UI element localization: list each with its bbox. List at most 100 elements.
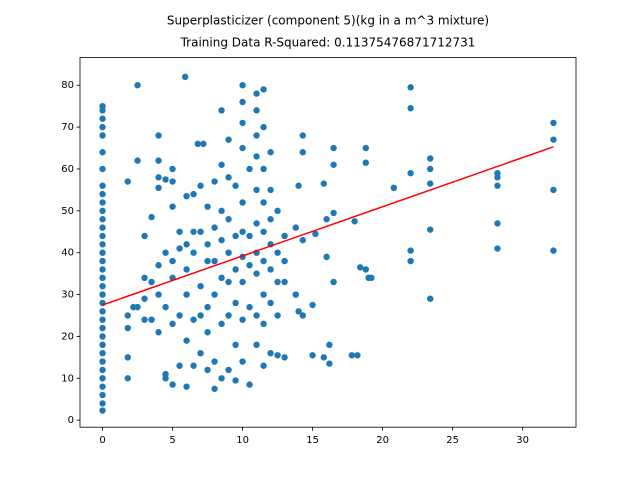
point — [407, 247, 414, 254]
point — [312, 230, 319, 238]
point — [99, 123, 106, 131]
point — [99, 266, 106, 273]
point — [494, 245, 501, 252]
point — [99, 316, 106, 323]
point — [141, 295, 148, 302]
point — [407, 105, 414, 112]
point — [99, 257, 106, 265]
point — [169, 203, 176, 210]
point — [232, 299, 239, 307]
point — [99, 282, 106, 290]
point — [134, 82, 141, 89]
point — [225, 249, 232, 256]
point — [292, 291, 299, 298]
point — [267, 149, 274, 156]
point — [218, 207, 225, 215]
point — [550, 247, 557, 254]
point — [407, 169, 414, 177]
point — [204, 257, 211, 265]
point — [427, 155, 434, 162]
point — [155, 329, 162, 336]
chart-title: Superplasticizer (component 5)(kg in a m… — [167, 14, 489, 28]
point — [232, 266, 239, 273]
point — [99, 241, 106, 248]
point — [550, 186, 557, 194]
point — [295, 182, 302, 189]
point — [267, 299, 274, 307]
point — [162, 249, 169, 256]
point — [218, 236, 225, 244]
y-tick-label: 0 — [68, 415, 74, 426]
point — [134, 157, 141, 164]
point — [232, 377, 239, 384]
point — [323, 216, 330, 223]
point — [176, 228, 183, 235]
fit-line — [102, 146, 554, 306]
point — [326, 341, 333, 349]
point — [299, 149, 306, 156]
point — [267, 186, 274, 194]
point — [239, 144, 246, 152]
point — [204, 303, 211, 311]
x-tick-label: 20 — [376, 435, 389, 446]
point — [148, 278, 155, 286]
point — [253, 341, 260, 349]
point — [197, 182, 204, 189]
point — [99, 216, 106, 223]
point — [169, 381, 176, 388]
point — [124, 312, 131, 319]
point — [176, 312, 183, 319]
point — [427, 295, 434, 302]
point — [309, 352, 316, 359]
x-tick-label: 25 — [446, 435, 459, 446]
y-tick-label: 30 — [61, 290, 74, 301]
point — [348, 352, 356, 359]
point — [211, 291, 218, 298]
point — [260, 86, 267, 93]
point — [99, 274, 106, 282]
point — [99, 324, 106, 332]
point — [260, 291, 267, 298]
point — [190, 190, 197, 198]
point — [260, 123, 267, 131]
point — [281, 278, 288, 286]
point — [183, 383, 190, 390]
point — [99, 182, 106, 189]
point — [211, 178, 218, 185]
chart-subtitle: Training Data R-Squared: 0.1137547687171… — [180, 36, 476, 50]
plot-frame — [79, 57, 577, 428]
point — [274, 352, 281, 359]
point — [239, 358, 246, 365]
y-tick-label: 60 — [61, 164, 74, 175]
point — [260, 199, 267, 206]
point — [253, 107, 260, 114]
point — [274, 278, 281, 286]
point — [281, 232, 288, 240]
point — [225, 216, 232, 223]
point — [253, 186, 260, 194]
y-tick-label: 50 — [61, 206, 74, 217]
point — [225, 366, 232, 374]
point — [183, 291, 190, 298]
point — [267, 216, 274, 223]
point — [155, 291, 162, 298]
point — [239, 98, 246, 106]
point — [326, 360, 333, 367]
point — [225, 136, 232, 143]
y-tick-label: 40 — [61, 248, 74, 259]
point — [267, 266, 274, 273]
point — [200, 140, 207, 148]
point — [253, 312, 260, 319]
point — [99, 391, 106, 399]
x-tick-label: 15 — [306, 435, 319, 446]
point — [330, 144, 337, 152]
point — [197, 312, 204, 319]
point — [183, 192, 190, 200]
point — [225, 174, 232, 181]
point — [99, 249, 106, 256]
point — [124, 375, 131, 382]
x-tick-label: 10 — [236, 435, 249, 446]
point — [124, 178, 131, 185]
